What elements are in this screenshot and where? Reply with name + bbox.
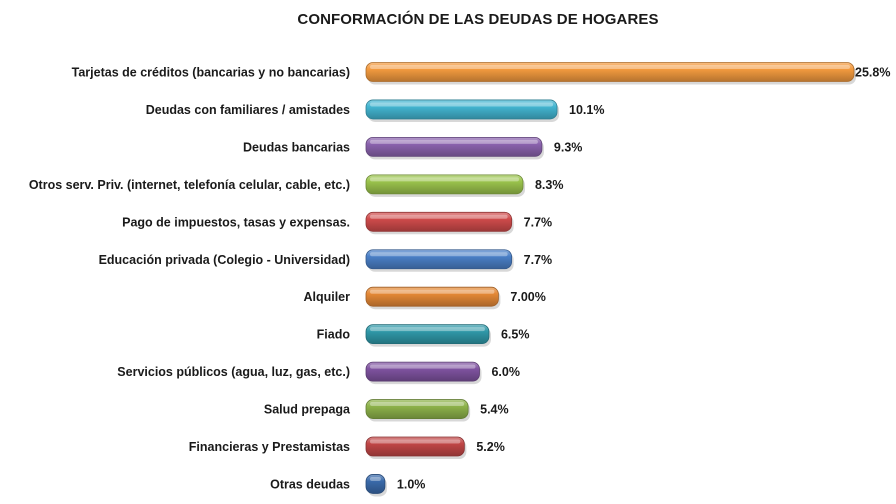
data-label: 5.4% (480, 403, 509, 417)
category-label: Otras deudas (270, 477, 350, 491)
category-label: Fiado (317, 328, 351, 342)
category-label: Pago de impuestos, tasas y expensas. (122, 215, 350, 229)
bar-highlight (370, 214, 508, 219)
category-label: Otros serv. Priv. (internet, telefonía c… (29, 178, 350, 192)
bar (365, 249, 513, 270)
data-label: 7.00% (510, 290, 545, 304)
bar (365, 99, 558, 120)
data-label: 1.0% (397, 477, 426, 491)
bar (365, 211, 513, 232)
bar (365, 174, 524, 195)
bar-highlight (370, 327, 485, 332)
bar (365, 474, 386, 494)
bar (365, 436, 465, 457)
category-label: Servicios públicos (agua, luz, gas, etc.… (117, 365, 350, 379)
data-label: 8.3% (535, 178, 564, 192)
bar-highlight (370, 252, 508, 257)
data-label: 7.7% (524, 253, 553, 267)
category-label: Financieras y Prestamistas (189, 440, 350, 454)
data-label: 5.2% (476, 440, 505, 454)
category-label: Educación privada (Colegio - Universidad… (99, 253, 350, 267)
bar (365, 361, 480, 382)
category-label: Deudas bancarias (243, 140, 350, 154)
bar-highlight (370, 364, 476, 369)
category-label: Salud prepaga (264, 403, 351, 417)
bar (365, 324, 490, 345)
bar-highlight (370, 439, 461, 444)
data-label: 7.7% (524, 215, 553, 229)
bar (365, 399, 469, 419)
data-label: 6.5% (501, 328, 530, 342)
bars-layer: Tarjetas de créditos (bancarias y no ban… (29, 62, 890, 497)
bar-highlight (370, 476, 381, 481)
bar-highlight (370, 139, 538, 144)
data-label: 10.1% (569, 103, 604, 117)
chart-title: CONFORMACIÓN DE LAS DEUDAS DE HOGARES (297, 11, 659, 28)
bar-highlight (370, 65, 850, 69)
bar-highlight (370, 177, 519, 182)
bar-highlight (370, 402, 465, 407)
category-label: Tarjetas de créditos (bancarias y no ban… (72, 66, 350, 80)
category-label: Deudas con familiares / amistades (146, 103, 350, 117)
bar-highlight (370, 102, 554, 107)
bar (365, 62, 855, 82)
category-label: Alquiler (303, 290, 350, 304)
data-label: 9.3% (554, 140, 583, 154)
data-label: 6.0% (491, 365, 520, 379)
bar (365, 286, 499, 307)
bar-highlight (370, 289, 495, 294)
bar (365, 136, 543, 157)
data-label: 25.8% (855, 66, 890, 80)
